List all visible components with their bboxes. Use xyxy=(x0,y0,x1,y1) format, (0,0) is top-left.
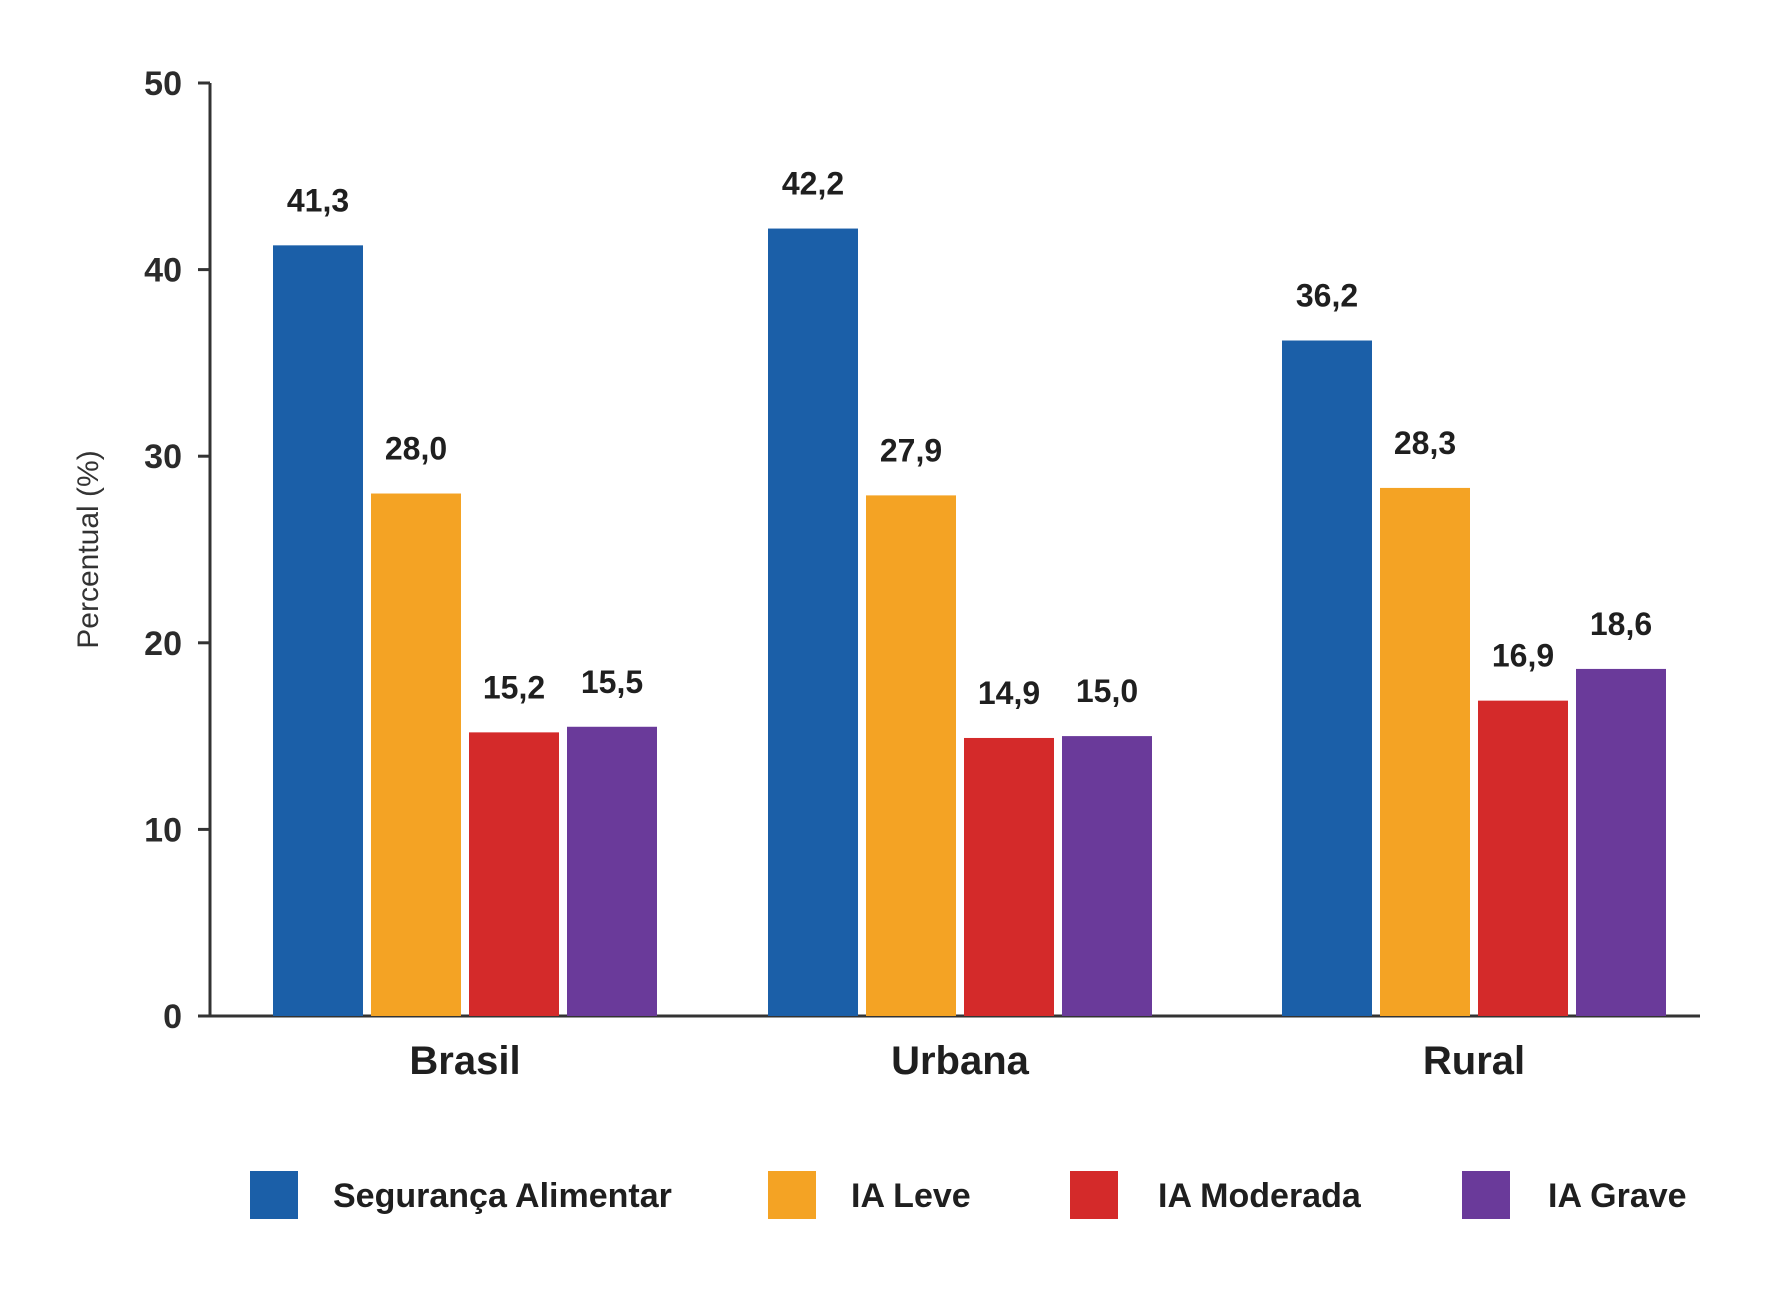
legend-label: IA Grave xyxy=(1548,1177,1687,1215)
bar xyxy=(371,493,461,1016)
y-tick-label: 50 xyxy=(144,65,182,103)
bar xyxy=(273,245,363,1017)
bar xyxy=(1282,340,1372,1016)
x-category-label: Rural xyxy=(1423,1039,1525,1083)
data-label: 41,3 xyxy=(287,182,349,218)
data-label: 15,5 xyxy=(581,664,643,700)
bar xyxy=(1478,700,1568,1016)
y-tick-label: 20 xyxy=(144,625,182,663)
x-category-label: Urbana xyxy=(891,1039,1030,1083)
data-label: 28,0 xyxy=(385,431,447,467)
legend: Segurança Alimentar IA Leve IA Moderada IA … xyxy=(250,1171,1687,1219)
data-label: 28,3 xyxy=(1394,425,1456,461)
bar xyxy=(469,732,559,1016)
bar xyxy=(567,726,657,1016)
y-tick-label: 10 xyxy=(144,811,182,849)
bar xyxy=(1062,736,1152,1016)
bar xyxy=(1380,487,1470,1016)
data-label: 16,9 xyxy=(1492,638,1554,674)
legend-swatch xyxy=(768,1171,816,1219)
legend-label: IA Leve xyxy=(851,1177,971,1215)
bar xyxy=(964,737,1054,1016)
bars-layer xyxy=(273,228,1666,1017)
legend-swatch xyxy=(1070,1171,1118,1219)
y-tick-label: 0 xyxy=(163,998,182,1036)
y-tick-label: 30 xyxy=(144,438,182,476)
data-label: 14,9 xyxy=(978,675,1040,711)
labels-layer: 41,3 28,0 15,2 15,5 Brasil 42,2 27,9 14,9 15,0 Ur… xyxy=(287,166,1652,1083)
data-label: 42,2 xyxy=(782,166,844,202)
bar xyxy=(768,228,858,1017)
data-label: 18,6 xyxy=(1590,606,1652,642)
y-tick-label: 40 xyxy=(144,252,182,290)
data-label: 36,2 xyxy=(1296,278,1358,314)
legend-label: Segurança Alimentar xyxy=(333,1177,672,1215)
y-axis-title: Percentual (%) xyxy=(72,450,105,648)
bar xyxy=(866,495,956,1016)
data-label: 27,9 xyxy=(880,432,942,468)
data-label: 15,2 xyxy=(483,669,545,705)
x-category-label: Brasil xyxy=(409,1039,520,1083)
legend-swatch xyxy=(1462,1171,1510,1219)
bar xyxy=(1576,668,1666,1016)
data-label: 15,0 xyxy=(1076,673,1138,709)
legend-swatch xyxy=(250,1171,298,1219)
legend-label: IA Moderada xyxy=(1158,1177,1362,1215)
